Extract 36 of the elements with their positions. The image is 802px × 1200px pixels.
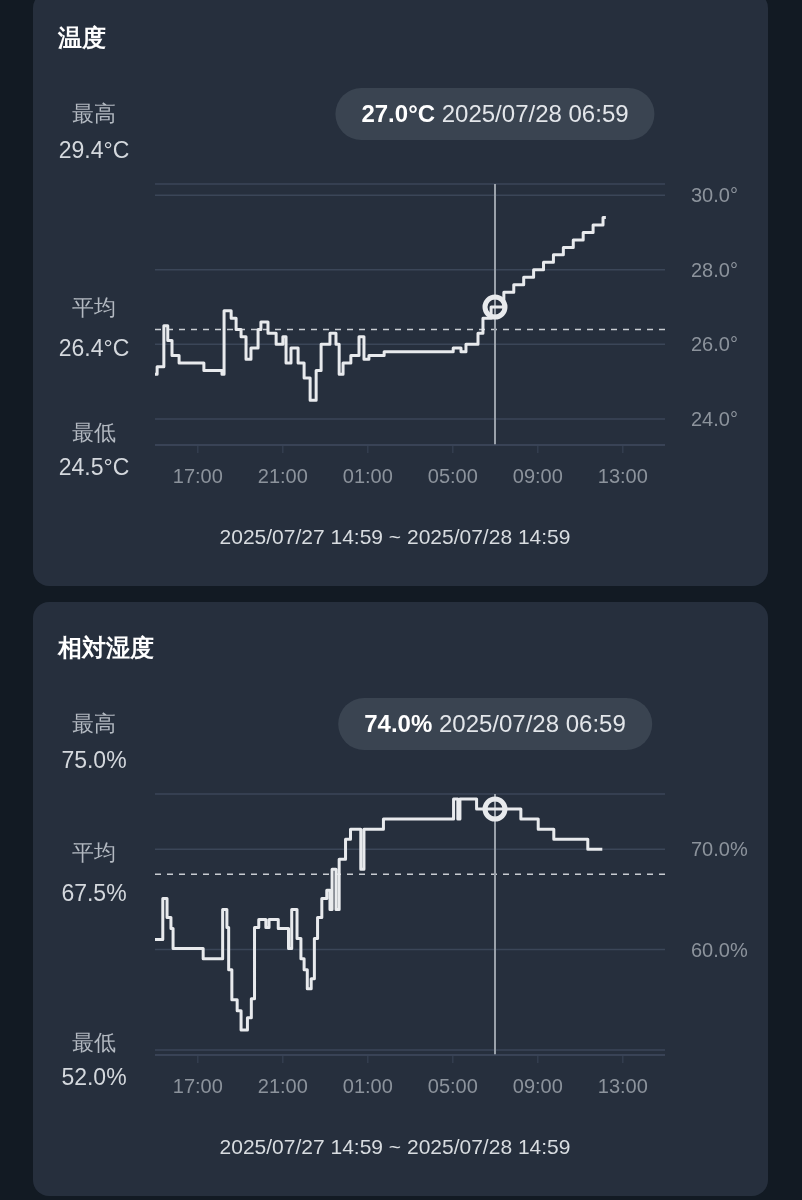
text: 52.0%	[60, 1063, 128, 1091]
text: 67.5%	[60, 879, 128, 907]
text: 最高	[71, 710, 117, 738]
text: 26.4°C	[57, 334, 131, 362]
chart-title: 相対湿度	[58, 633, 154, 663]
x-tick-label: 17:00	[172, 1075, 223, 1098]
x-tick-label: 01:00	[342, 1075, 393, 1098]
x-tick-label: 13:00	[597, 465, 648, 488]
chart-title: 温度	[58, 23, 106, 53]
x-tick-label: 17:00	[172, 465, 223, 488]
text: 平均	[71, 294, 117, 323]
x-tick-label: 09:00	[512, 1075, 563, 1098]
text: 最低	[71, 419, 117, 447]
x-tick-label: 01:00	[342, 465, 393, 488]
text: 29.4°C	[57, 136, 131, 164]
x-tick-label: 21:00	[257, 465, 308, 488]
y-tick-label: 70.0%	[691, 838, 748, 861]
y-tick-label: 30.0°	[691, 184, 738, 207]
text: 最低	[71, 1029, 117, 1057]
y-tick-label: 60.0%	[691, 938, 748, 961]
x-axis-title: 2025/07/27 14:59 ~ 2025/07/28 14:59	[218, 1135, 572, 1159]
x-tick-label: 21:00	[257, 1075, 308, 1098]
x-axis-title: 2025/07/27 14:59 ~ 2025/07/28 14:59	[218, 525, 572, 549]
text: 27.0°C 2025/07/28 06:59	[335, 88, 655, 140]
x-tick-label: 05:00	[427, 465, 478, 488]
y-tick-label: 28.0°	[691, 258, 738, 281]
text: 平均	[71, 839, 117, 868]
text: 74.0% 2025/07/28 06:59	[338, 698, 652, 750]
x-tick-label: 13:00	[597, 1075, 648, 1098]
y-tick-label: 24.0°	[691, 408, 738, 430]
text: 75.0%	[60, 746, 128, 774]
y-tick-label: 26.0°	[691, 333, 738, 356]
text: 24.5°C	[57, 453, 131, 481]
x-tick-label: 09:00	[512, 465, 563, 488]
text: 最高	[71, 100, 117, 128]
x-tick-label: 05:00	[427, 1075, 478, 1098]
